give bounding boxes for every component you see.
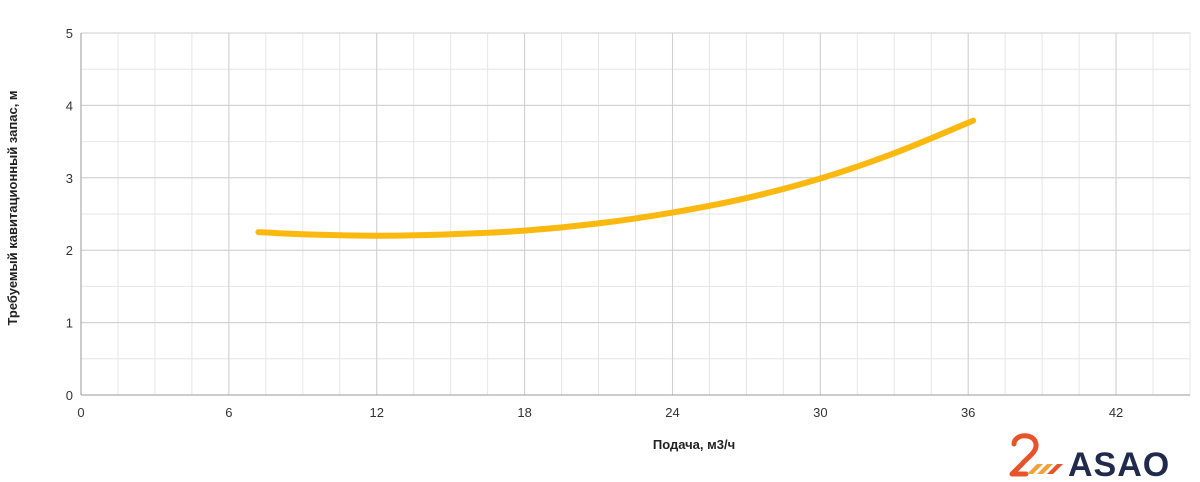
y-tick-label: 2 <box>66 243 73 258</box>
y-tick-label: 0 <box>66 388 73 403</box>
logo-text: ASAO <box>1068 446 1170 482</box>
x-tick-label: 6 <box>225 405 232 420</box>
y-tick-label: 3 <box>66 171 73 186</box>
y-tick-label: 1 <box>66 316 73 331</box>
logo-mark-icon <box>1009 433 1063 477</box>
grid-minor <box>80 32 1191 396</box>
x-axis-label: Подача, м3/ч <box>653 437 735 452</box>
x-tick-label: 36 <box>961 405 975 420</box>
x-tick-label: 12 <box>369 405 383 420</box>
y-axis-ticks: 0 1 2 3 4 5 <box>66 26 73 403</box>
x-tick-label: 30 <box>813 405 827 420</box>
x-tick-label: 0 <box>77 405 84 420</box>
x-tick-label: 42 <box>1109 405 1123 420</box>
series-layer <box>255 117 977 239</box>
grid-major <box>80 32 1190 396</box>
y-axis-label: Требуемый кавитационный запас, м <box>5 90 20 325</box>
asao-logo: ASAO <box>1009 433 1170 482</box>
x-axis-ticks: 0 6 12 18 24 30 36 42 <box>77 405 1123 420</box>
x-tick-label: 18 <box>517 405 531 420</box>
y-tick-label: 4 <box>66 98 73 113</box>
x-tick-label: 24 <box>665 405 679 420</box>
y-tick-label: 5 <box>66 26 73 41</box>
series-line <box>255 117 977 239</box>
